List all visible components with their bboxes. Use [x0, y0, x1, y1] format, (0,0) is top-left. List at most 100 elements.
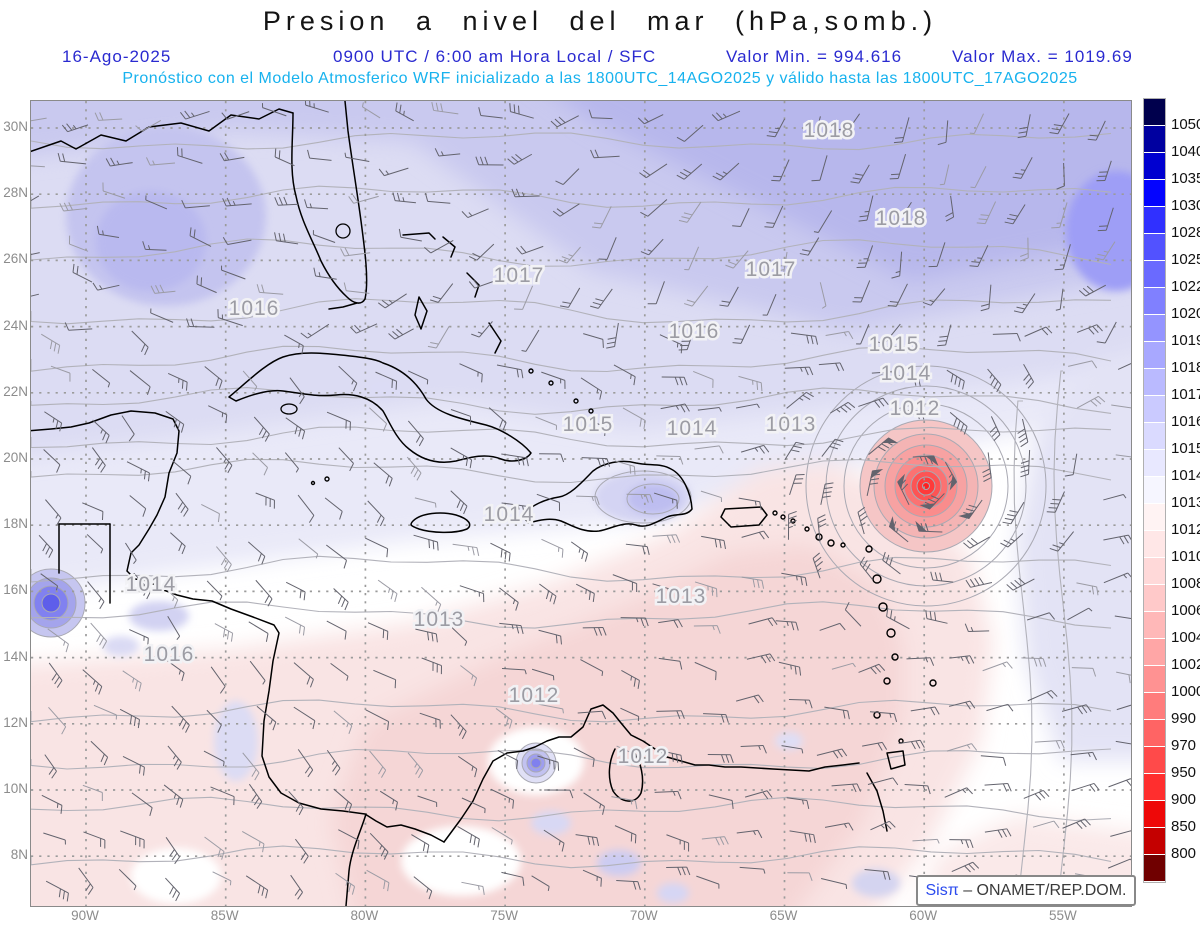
- wind-barb: [784, 366, 814, 376]
- wind-barb: [490, 542, 511, 562]
- wind-barb: [459, 585, 485, 603]
- wind-barb: [824, 822, 854, 831]
- wind-barb: [937, 120, 949, 146]
- wind-barb: [497, 749, 519, 769]
- wind-barb: [866, 469, 884, 496]
- forecast-date: 16-Ago-2025: [62, 47, 172, 66]
- colorbar-segment: [1144, 450, 1165, 477]
- wind-barb: [620, 617, 649, 627]
- wind-barb: [535, 416, 558, 430]
- wind-barb: [894, 201, 912, 224]
- wind-barb: [294, 838, 309, 864]
- colorbar-segment: [1144, 342, 1165, 369]
- wind-barb: [969, 245, 989, 267]
- wind-barb: [421, 586, 442, 613]
- wind-barb: [1064, 453, 1078, 477]
- wind-barb: [1049, 113, 1070, 135]
- contour-label: 1013: [766, 413, 817, 436]
- wind-barb: [222, 197, 252, 207]
- wind-barb: [1096, 160, 1112, 182]
- wind-barb: [172, 460, 192, 485]
- attribution-box: Sisπ – ONAMET/REP.DOM.: [916, 875, 1136, 906]
- wind-barb: [640, 238, 664, 256]
- wind-barb: [40, 573, 59, 591]
- wind-barb: [778, 661, 802, 676]
- wind-barb: [297, 494, 315, 523]
- colorbar-segment: [1144, 693, 1165, 720]
- wind-barb: [68, 235, 89, 252]
- wind-barb: [1032, 820, 1060, 829]
- colorbar-tick-label: 1019: [1171, 332, 1200, 349]
- attribution-brand: Sisπ: [925, 881, 959, 899]
- wind-barb: [434, 148, 461, 157]
- wind-barb: [912, 455, 939, 466]
- colorbar-tick-label: 1040: [1171, 143, 1200, 160]
- contour-label: 1017: [494, 264, 545, 287]
- wind-barb: [1071, 667, 1097, 677]
- wind-barb: [725, 250, 749, 269]
- wind-barb: [96, 225, 120, 239]
- wind-barb: [94, 112, 123, 121]
- wind-barb: [312, 230, 336, 243]
- lat-tick-label: 10N: [3, 781, 28, 796]
- wind-barb: [204, 836, 225, 860]
- lat-tick-label: 14N: [3, 648, 28, 664]
- colorbar-segment: [1144, 396, 1165, 423]
- wind-barb: [658, 657, 683, 670]
- colorbar-segment: [1144, 315, 1165, 342]
- wind-barb: [324, 497, 343, 520]
- wind-barb: [693, 370, 714, 388]
- wind-barb: [580, 377, 603, 400]
- wind-barb: [544, 789, 574, 799]
- colorbar-tick-label: 800: [1171, 845, 1197, 862]
- colorbar-segment: [1144, 774, 1165, 801]
- wind-barb: [206, 709, 222, 733]
- model-run-subtitle: Pronóstico con el Modelo Atmosferico WRF…: [122, 70, 1078, 87]
- colorbar-tick-label: 970: [1171, 737, 1197, 754]
- wind-barb: [120, 830, 145, 849]
- wind-barb: [208, 405, 228, 424]
- wind-barb: [126, 461, 150, 482]
- wind-barb: [326, 749, 341, 776]
- wind-barb: [501, 668, 527, 675]
- lat-tick-label: 30N: [3, 119, 28, 134]
- wind-barb: [806, 116, 821, 139]
- wind-barb: [616, 745, 641, 766]
- wind-barb: [787, 510, 797, 540]
- wind-barb: [719, 286, 739, 307]
- wind-barb: [739, 866, 766, 874]
- wind-barb: [511, 188, 540, 198]
- wind-barb: [256, 284, 284, 295]
- contour-labels: 1018 1018 1017 1017 1016 1016 1015 1014 1012 1013…: [123, 117, 942, 771]
- wind-barb: [622, 407, 646, 429]
- wind-barb: [944, 461, 958, 491]
- wind-barb: [676, 163, 703, 180]
- wind-barb: [647, 281, 665, 305]
- lat-tick-label: 8N: [10, 847, 28, 863]
- weather-map-svg: 1018 1018 1017 1017 1016 1016 1015 1014 1012 1013…: [0, 61, 1171, 927]
- wind-barb: [637, 114, 664, 125]
- wind-barb: [285, 581, 306, 601]
- wind-barb: [499, 622, 524, 635]
- wind-barb: [245, 875, 269, 899]
- wind-barb: [122, 756, 145, 776]
- wind-barb: [869, 711, 898, 723]
- wind-barb: [214, 623, 234, 642]
- wind-barb: [870, 820, 896, 831]
- wind-barb: [906, 657, 935, 666]
- colorbar-segment: [1144, 99, 1165, 126]
- wind-barb: [495, 708, 513, 729]
- wind-barb: [90, 622, 108, 649]
- wind-barb: [93, 704, 118, 720]
- contour-label: 1014: [667, 417, 718, 440]
- colorbar-segment: [1144, 369, 1165, 396]
- lat-tick-label: 22N: [3, 383, 28, 399]
- colorbar-segment: [1144, 801, 1165, 828]
- colorbar-tick-label: 950: [1171, 764, 1197, 781]
- wind-barb: [539, 453, 565, 463]
- wind-barb: [859, 556, 874, 581]
- wind-barb: [949, 655, 975, 665]
- contour-label: 1017: [746, 258, 797, 281]
- colorbar-tick-label: 1050: [1171, 116, 1200, 133]
- map-frame: 1018 1018 1017 1017 1016 1016 1015 1014 1012 1013…: [0, 61, 1171, 927]
